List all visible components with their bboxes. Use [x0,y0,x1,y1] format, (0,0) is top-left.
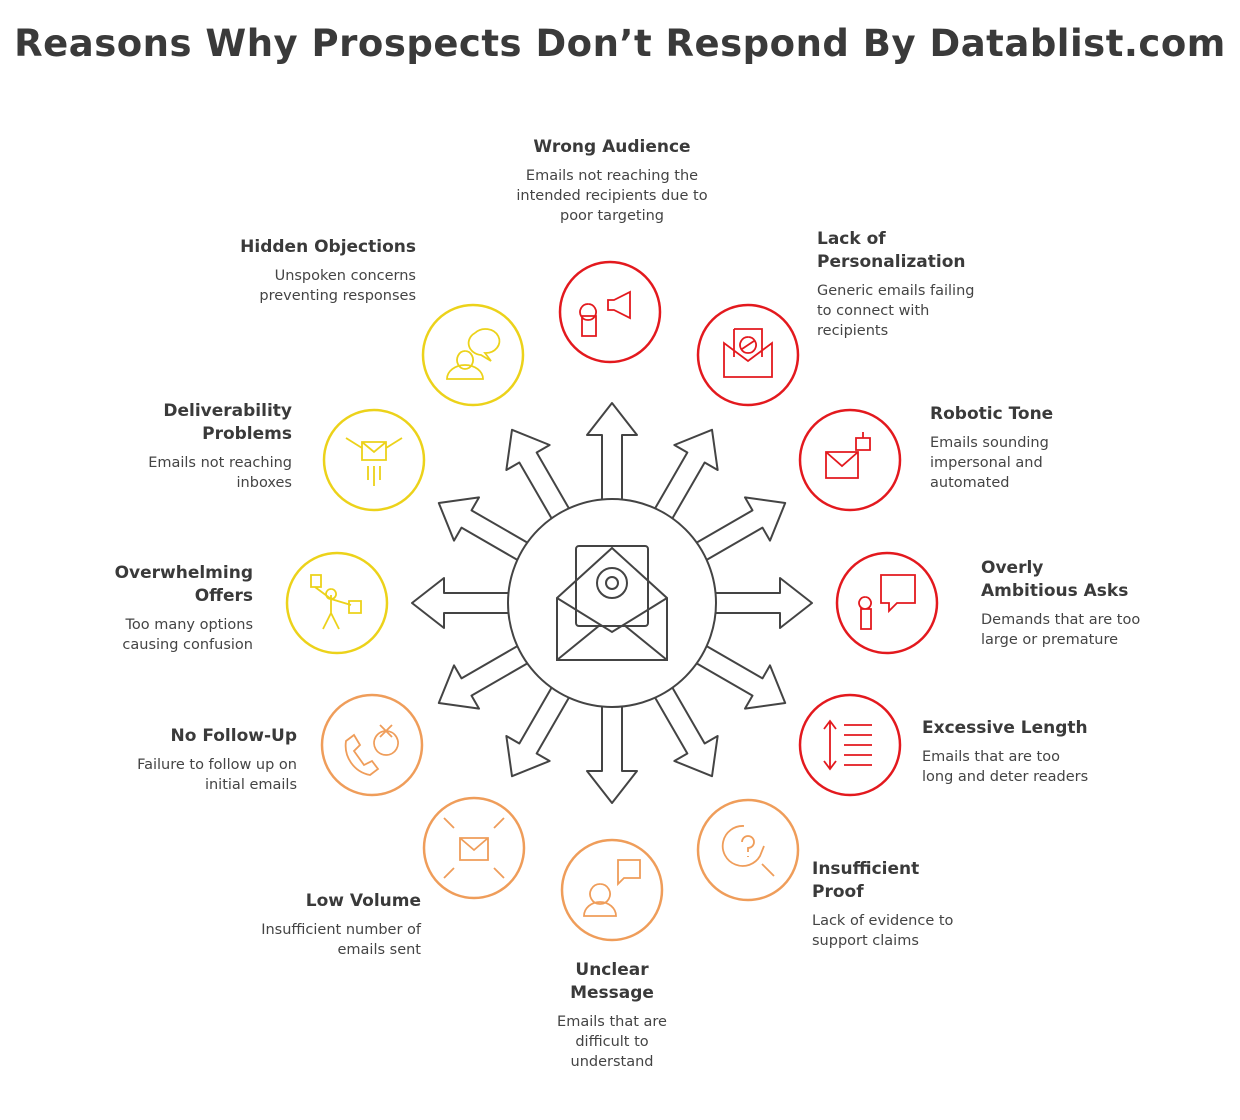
icon [858,574,916,630]
node-icon [798,693,902,797]
node-description: Emails that are too long and deter reade… [922,749,1089,785]
arrow [411,577,513,629]
node-circle [558,260,662,364]
arrow [586,702,638,804]
icon [823,719,872,771]
node-description: Emails not reaching inboxes [148,455,292,491]
node-title: No Follow-Up [170,726,298,746]
arrow [437,496,532,563]
arrow [652,683,719,778]
icon [583,859,641,917]
arrow [586,402,638,504]
node-title: Deliverability Problems [163,401,292,444]
arrow [505,428,572,523]
node-icon [696,303,800,407]
icon [723,328,773,378]
node-label: Overwhelming Offers Too many options caus… [93,562,253,655]
node-icon [320,693,424,797]
node-label: Wrong Audience Emails not reaching the in… [512,136,712,226]
node-label: Hidden Objections Unspoken concerns preve… [236,236,416,306]
node-description: Generic emails failing to connect with r… [817,283,975,339]
node-icon [421,303,525,407]
node-icon [560,838,664,942]
node-icon [558,260,662,364]
icon [446,328,501,380]
node-title: Unclear Message [570,960,654,1003]
node-label: Overly Ambitious Asks Demands that are to… [981,557,1141,650]
icon [721,825,775,877]
node-title: Overwhelming Offers [114,563,253,606]
arrow [505,683,572,778]
node-icon [696,798,800,902]
arrow [711,577,813,629]
node-description: Failure to follow up on initial emails [137,757,297,793]
node-label: Unclear Message Emails that are difficult… [532,959,692,1072]
node-label: Deliverability Problems Emails not reachi… [122,400,292,493]
node-description: Too many options causing confusion [122,617,253,653]
node-description: Emails sounding impersonal and automated [930,435,1049,491]
node-label: No Follow-Up Failure to follow up on init… [127,725,297,795]
node-label: Low Volume Insufficient number of emails … [251,890,421,960]
node-description: Emails that are difficult to understand [557,1014,667,1070]
node-title: Low Volume [305,891,421,911]
node-title: Insufficient Proof [812,859,920,902]
node-title: Lack of Personalization [817,229,966,272]
icons [285,260,939,942]
center-envelope [556,545,668,661]
node-label: Excessive Length Emails that are too long… [922,717,1092,787]
node-icon [798,408,902,512]
arrow [437,643,532,710]
node-icon [422,796,526,900]
node-description: Demands that are too large or premature [981,612,1141,648]
node-icon [835,551,939,655]
node-circle [422,796,526,900]
icon [579,290,631,337]
node-label: Lack of Personalization Generic emails fa… [817,228,987,341]
node-description: Insufficient number of emails sent [261,922,421,958]
node-label: Robotic Tone Emails sounding impersonal a… [930,403,1070,493]
title: Reasons Why Prospects Don’t Respond By D… [14,22,1226,65]
node-circle [320,693,424,797]
node-title: Overly Ambitious Asks [981,558,1129,601]
node-title: Hidden Objections [240,237,416,257]
node-icon [285,551,389,655]
node-title: Excessive Length [922,718,1088,738]
icon [443,817,505,879]
node-title: Wrong Audience [533,137,691,157]
node-description: Lack of evidence to support claims [812,913,954,949]
node-circle [560,838,664,942]
arrow [692,643,787,710]
node-circle [696,303,800,407]
icon [825,432,871,479]
icon [310,574,362,630]
node-label: Insufficient Proof Lack of evidence to su… [812,858,972,951]
node-icon [322,408,426,512]
icon [344,724,399,776]
node-description: Unspoken concerns preventing responses [259,268,416,304]
node-circle [285,551,389,655]
node-title: Robotic Tone [930,404,1054,424]
arrow [692,496,787,563]
node-circle [421,303,525,407]
arrow [652,428,719,523]
icon [345,437,403,486]
node-description: Emails not reaching the intended recipie… [516,168,708,224]
